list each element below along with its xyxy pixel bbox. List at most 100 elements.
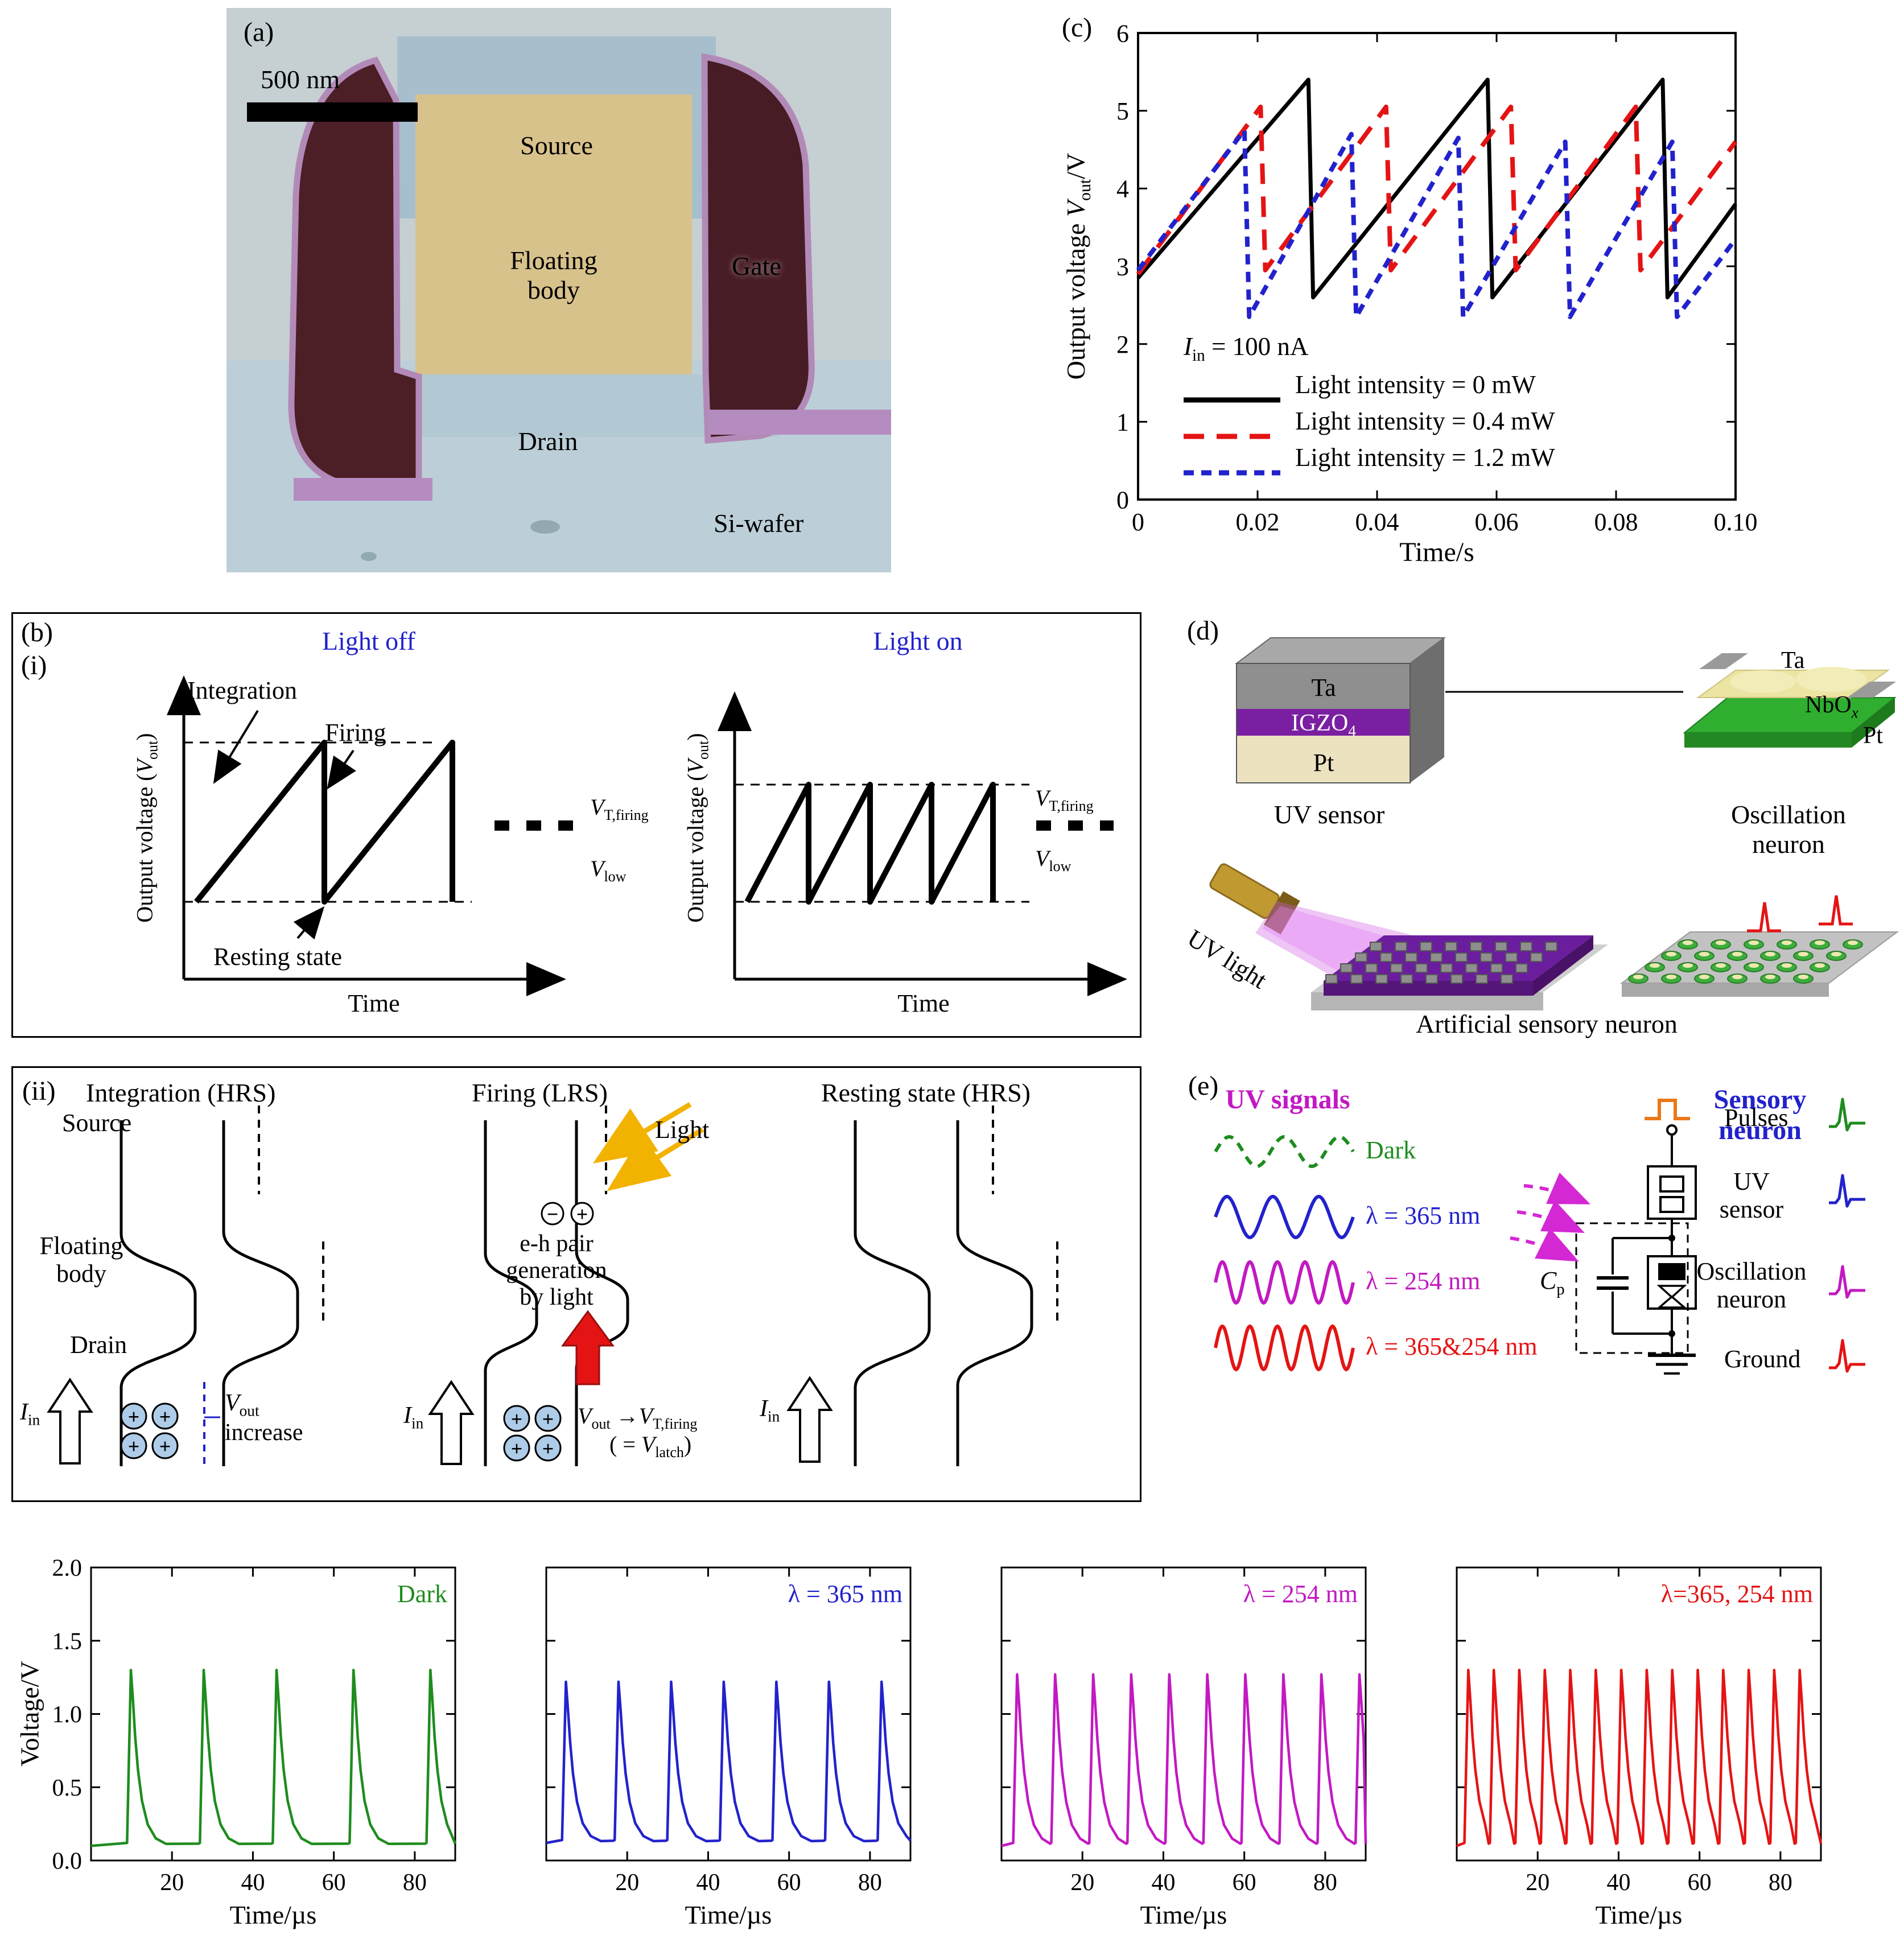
light-label: Light — [655, 1116, 710, 1144]
sensor-pixel — [1370, 942, 1382, 951]
spike-trace-1 — [1747, 902, 1781, 933]
sensor-pixel — [1340, 963, 1353, 973]
sensor-pixel — [1440, 963, 1453, 973]
charge-sign: + — [128, 1435, 140, 1458]
x-tick-label: 20 — [615, 1870, 639, 1896]
iin-arrow-firing — [428, 1380, 475, 1465]
wave-label-dark: Dark — [1366, 1136, 1416, 1164]
x-tick-label: 0.04 — [1355, 508, 1399, 536]
charge-circle — [151, 1402, 179, 1430]
ta-layer-label: Ta — [1311, 674, 1336, 702]
charge-circle — [151, 1432, 179, 1459]
series-0 mW — [1136, 77, 1737, 300]
oscillation-neuron-caption: Oscillation neuron — [1731, 800, 1846, 859]
floating-body-region — [415, 94, 692, 374]
chart-c-ylabel: Output voltage Vout/V — [1061, 152, 1095, 380]
spike-glyph-3 — [1829, 1339, 1865, 1373]
neuron-device-top — [1716, 963, 1726, 968]
charge-circle — [541, 1202, 564, 1226]
floating-body-label: Floating body — [510, 246, 597, 304]
x-tick-label: 40 — [1151, 1870, 1175, 1896]
x-tick-label: 80 — [1769, 1870, 1792, 1896]
drain-label: Drain — [518, 427, 578, 456]
charge-sign: + — [576, 1203, 588, 1226]
neuron-device-top — [1798, 975, 1808, 979]
band-diagram-resting — [854, 1105, 1058, 1466]
panel-e-artwork — [1214, 1098, 1865, 1375]
x-tick-label: 0.02 — [1236, 508, 1280, 536]
x-tick-label: 60 — [777, 1870, 801, 1896]
charge-sign: + — [128, 1405, 140, 1428]
light-off-title: Light off — [322, 626, 415, 655]
tem-speck — [361, 552, 377, 561]
sensor-pixel — [1420, 942, 1432, 951]
y-tick-label: 1.0 — [52, 1702, 83, 1728]
uv-sensor-stack — [1235, 637, 1446, 783]
sensor-pixel — [1415, 963, 1428, 973]
x-tick-label: 20 — [1070, 1870, 1094, 1896]
y-tick-label: 0.5 — [52, 1775, 83, 1801]
f3-xlabel: Time/µs — [1140, 1900, 1227, 1929]
b-right-ylabel: Output voltage (Vout) — [682, 733, 712, 923]
neuron-device-top — [1782, 940, 1792, 945]
neuron-device-top — [1666, 952, 1676, 956]
x-tick-label: 40 — [696, 1870, 720, 1896]
si-wafer-label: Si-wafer — [714, 509, 804, 538]
chart-c-xlabel: Time/s — [1399, 537, 1474, 567]
vout-increase-label: Vout increase — [225, 1390, 303, 1446]
x-tick-label: 20 — [1526, 1870, 1549, 1896]
source-label: Source — [520, 131, 593, 160]
neuron-device-top — [1765, 952, 1775, 956]
annotation-arrows-left — [213, 709, 356, 940]
charge-sign: + — [159, 1435, 171, 1458]
gate-oxide-strip-left — [294, 478, 432, 501]
panel-e-label: (e) — [1188, 1071, 1219, 1101]
pt-layer-label: Pt — [1313, 749, 1334, 777]
chart-c-canvas: 0 0.02 0.04 0.06 0.08 0.10 0 1 2 3 4 5 6 — [1116, 19, 1758, 536]
sensor-pixel — [1365, 963, 1378, 973]
capacitor-branch — [1575, 1222, 1689, 1354]
spike-glyph-2 — [1829, 1265, 1865, 1299]
sensor-pixel — [1380, 952, 1392, 962]
charge-sign: + — [542, 1437, 554, 1460]
charge-sign: + — [542, 1408, 554, 1430]
iin-label-1: Iin — [20, 1399, 40, 1429]
panel-f-spike-charts: 20 40 60 80 0.0 0.5 1.0 1.5 2.0 20 40 60 80 20 40 60 80 2… — [0, 1536, 1904, 1943]
uv-sensor-circuit-label: UV sensor — [1719, 1168, 1784, 1224]
panel-d-label: (d) — [1187, 616, 1219, 646]
sensor-pixel — [1476, 974, 1488, 984]
sensor-pixel — [1325, 974, 1338, 984]
sensor-pixel — [1425, 974, 1438, 984]
panel-ii-label: (ii) — [22, 1076, 56, 1106]
charge-circle — [534, 1434, 562, 1462]
sensor-pixel — [1530, 952, 1543, 962]
charge-sign: + — [511, 1437, 523, 1460]
f1-title: Dark — [397, 1580, 447, 1608]
firing-threshold-label: Vout →VT,firing( = Vlatch) — [578, 1403, 698, 1461]
y-tick-label: 0 — [1116, 486, 1129, 514]
uv-sensor-symbol — [1647, 1165, 1697, 1220]
neuron-device-top — [1633, 975, 1643, 979]
left-axes — [167, 675, 566, 996]
sensor-pixel — [1450, 974, 1463, 984]
uv-wave-3 — [1214, 1324, 1355, 1372]
tem-artwork — [226, 8, 891, 572]
wave-label-365: λ = 365 nm — [1366, 1202, 1481, 1230]
junction-node — [1668, 1330, 1675, 1337]
legend-label-0: Light intensity = 0 mW — [1295, 370, 1536, 399]
series-1.2 mW — [1136, 127, 1738, 319]
x-tick-label: 80 — [1313, 1870, 1337, 1896]
neuron-device-top — [1782, 963, 1792, 968]
eh-pair-label: e-h pair generation by light — [506, 1231, 607, 1311]
firing-annotation: Firing — [325, 719, 386, 746]
ground-label: Ground — [1724, 1345, 1801, 1373]
f2-title: λ = 365 nm — [788, 1580, 902, 1608]
panel-a-label: (a) — [244, 17, 274, 47]
spike-train — [1456, 1669, 1823, 1847]
x-tick-label: 40 — [1606, 1870, 1630, 1896]
sensor-pixel — [1465, 963, 1478, 973]
neuron-device-top — [1798, 952, 1808, 956]
legend-line-1 — [1184, 417, 1280, 439]
igzo-layer-label: IGZO4 — [1291, 710, 1356, 740]
y-tick-label: 2.0 — [52, 1556, 83, 1582]
